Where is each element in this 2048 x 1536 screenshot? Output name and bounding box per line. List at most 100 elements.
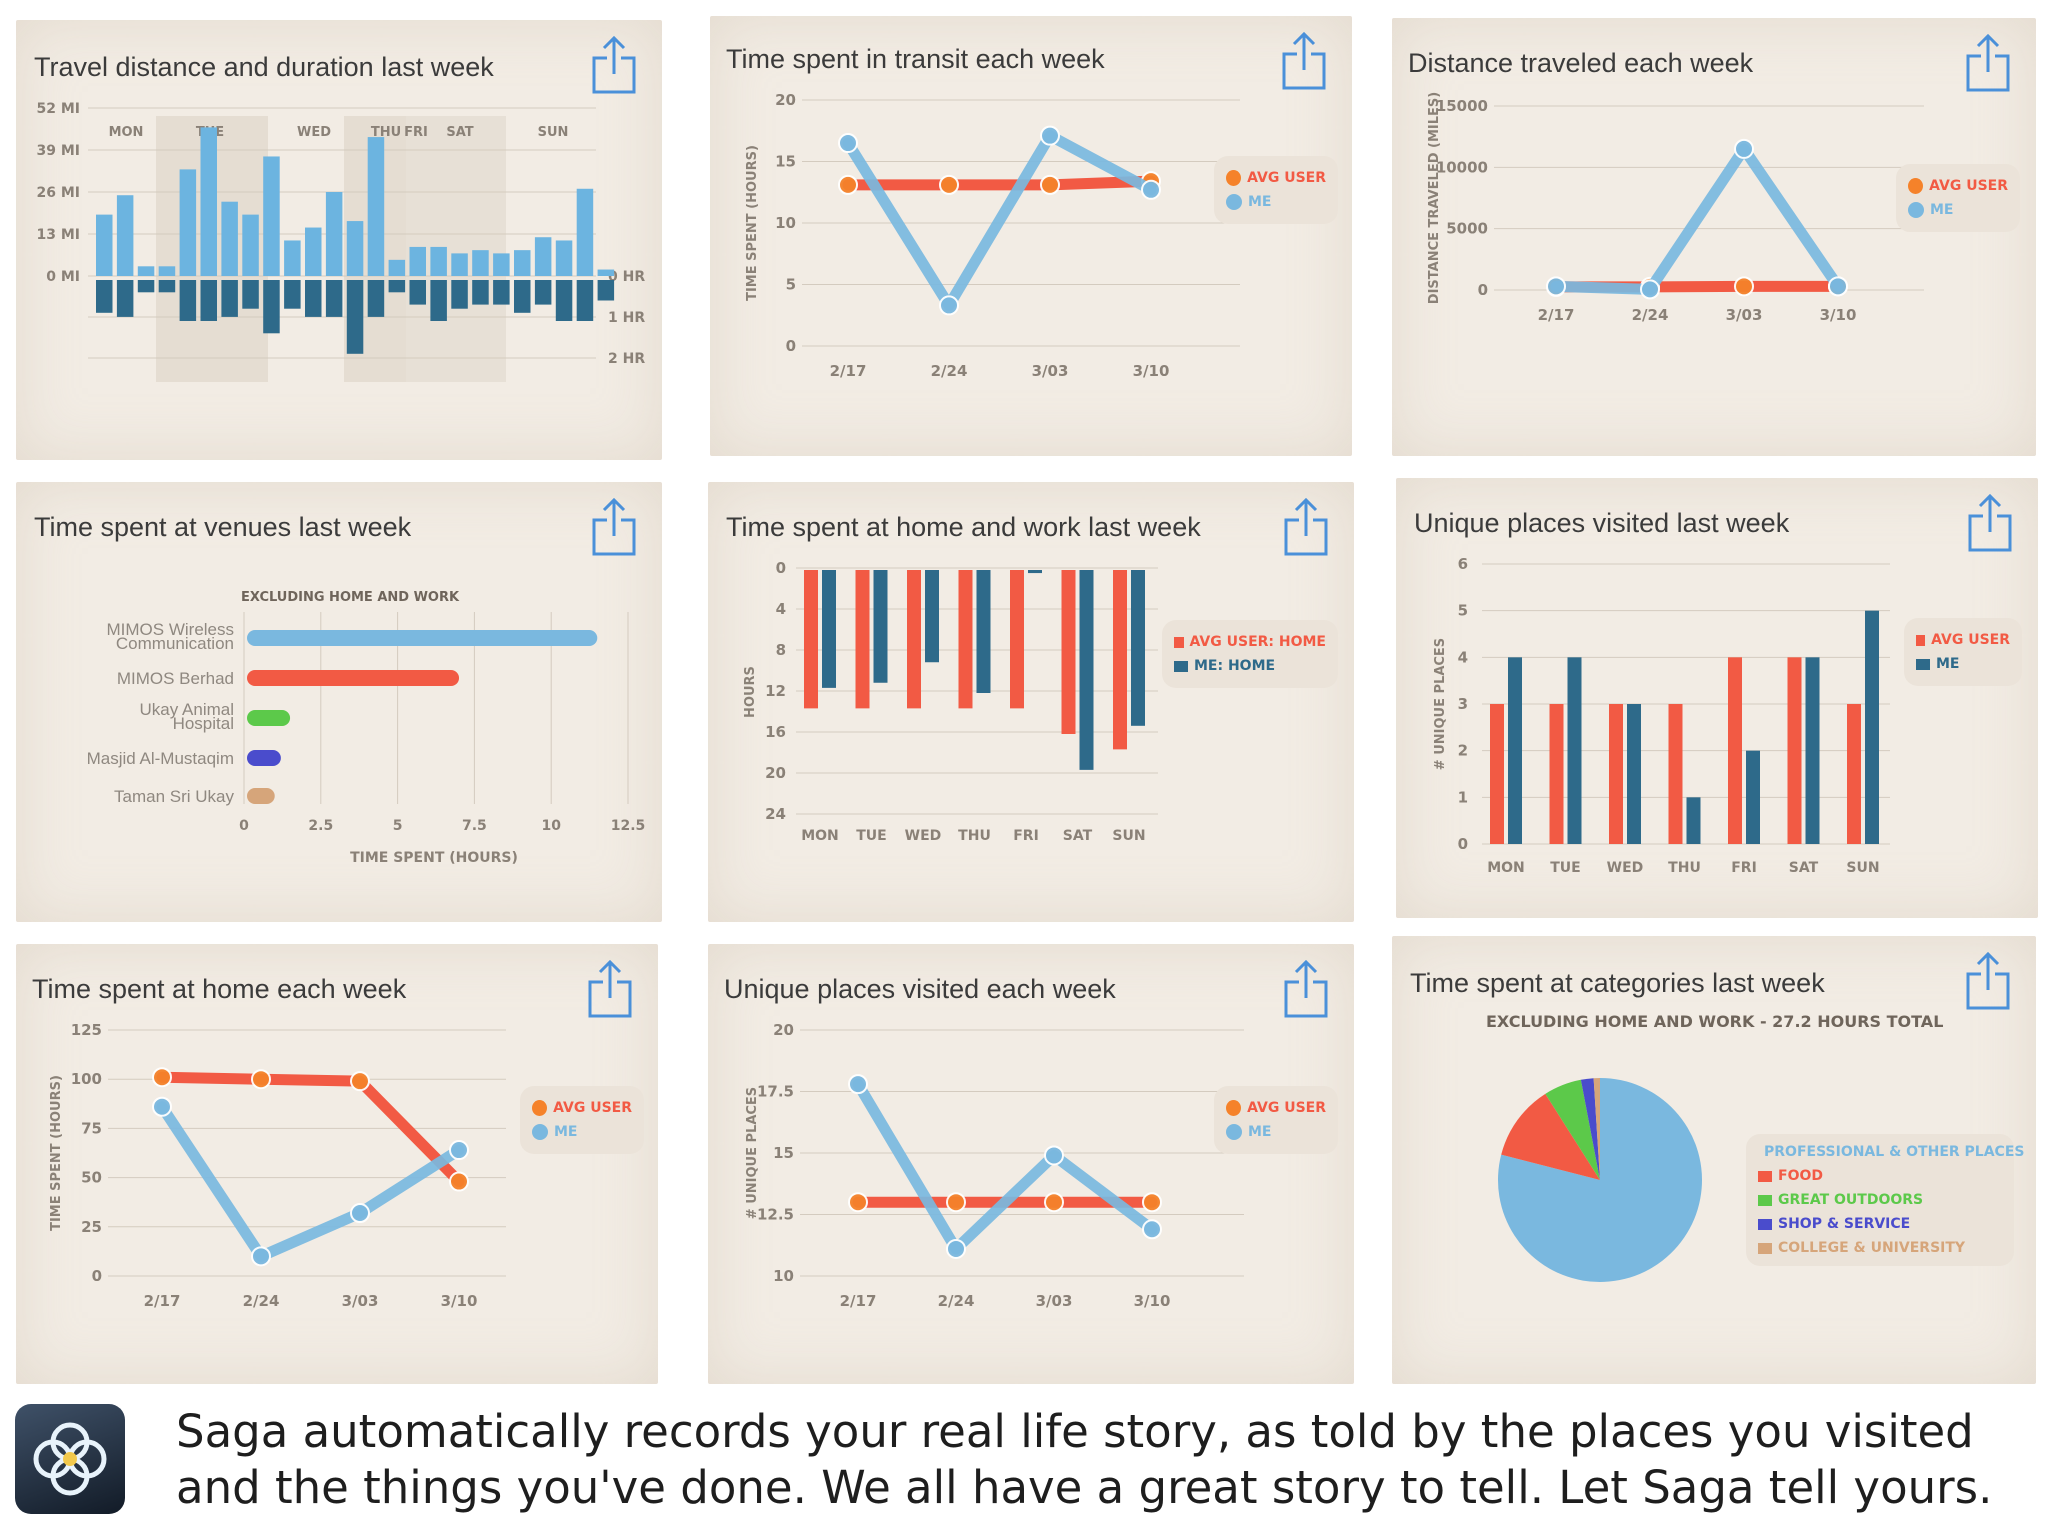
distance-tick-label: 52 MI (37, 101, 81, 117)
me-bar (1805, 657, 1820, 844)
share-button[interactable] (1280, 30, 1328, 92)
duration-bar (284, 280, 301, 309)
duration-bar (179, 280, 197, 321)
legend-me: ME (1226, 1120, 1326, 1144)
y-tick-label: 100 (71, 1070, 102, 1088)
duration-tick-label: 1 HR (608, 310, 645, 326)
share-button[interactable] (586, 958, 634, 1020)
me-swatch (1908, 202, 1924, 218)
me-home-bar (1079, 570, 1094, 770)
legend-me: ME (532, 1120, 632, 1144)
legend-label: AVG USER: HOME (1189, 634, 1326, 650)
distance-bar (367, 137, 385, 276)
distance-bar (514, 250, 531, 276)
y-tick-label: 0 (776, 559, 786, 577)
day-label: FRI (404, 125, 428, 140)
x-tick-label: 7.5 (462, 818, 487, 834)
chart-title: Unique places visited each week (724, 974, 1116, 1004)
y-tick-label: 20 (765, 764, 786, 782)
x-tick-label: SUN (1846, 860, 1879, 876)
me-bar (1567, 657, 1582, 844)
avg-user-point (251, 1069, 271, 1090)
day-label: SAT (446, 125, 473, 140)
distance-bar (409, 246, 426, 276)
chart-card-distance-weekly: Distance traveled each week 15000 10000 50… (1392, 18, 2036, 456)
me-point (1142, 1219, 1162, 1240)
shop-swatch (1758, 1218, 1772, 1230)
legend-label: PROFESSIONAL & OTHER PLACES (1764, 1144, 2025, 1160)
legend-label: COLLEGE & UNIVERSITY (1778, 1240, 1966, 1256)
avg-user-swatch (1916, 634, 1926, 646)
legend-label: FOOD (1778, 1168, 1823, 1184)
share-button[interactable] (590, 496, 638, 558)
venue-bar (247, 750, 281, 766)
avg-user-line (842, 175, 1157, 191)
chart-title: Unique places visited last week (1414, 508, 1790, 538)
avg-user-line (156, 1071, 465, 1188)
y-tick-label: 10000 (1436, 158, 1488, 176)
duration-bar (96, 280, 113, 313)
x-tick-label: 2/17 (1538, 306, 1575, 324)
x-tick-label: 2/24 (938, 1292, 975, 1310)
y-tick-label: 125 (71, 1021, 102, 1039)
chart-plot: 20 15 10 5 0 2/17 2/24 3/03 3/10 TIME SPENT (HOUR… (745, 91, 1240, 380)
x-tick-label: 2/24 (931, 362, 968, 380)
x-tick-label: TUE (1550, 860, 1580, 876)
legend-avg-user: AVG USER (1916, 628, 2010, 652)
legend-label: AVG USER (1929, 178, 2008, 194)
share-icon (1966, 951, 2010, 1010)
y-tick-label: 5000 (1446, 220, 1488, 238)
share-button[interactable] (1282, 958, 1330, 1020)
x-axis-label: TIME SPENT (HOURS) (350, 850, 518, 866)
chart-plot: 125 100 75 50 25 0 2/17 2/24 3/03 3/10 TIME SPENT … (49, 1021, 506, 1310)
y-tick-label: 10 (775, 214, 796, 232)
x-tick-label: SUN (1112, 828, 1145, 844)
y-tick-label: 12.5 (757, 1206, 794, 1224)
share-icon (592, 497, 636, 556)
duration-bar (555, 280, 573, 321)
chart-card-unique-places-daily: Unique places visited last week 6 5 4 3 2 1 0 #… (1396, 478, 2038, 918)
legend-label: GREAT OUTDOORS (1778, 1192, 1924, 1208)
share-button[interactable] (590, 34, 638, 96)
y-tick-label: 3 (1458, 695, 1468, 713)
y-axis-label: TIME SPENT (HOURS) (745, 145, 760, 301)
venue-label: MIMOS Berhad (117, 669, 234, 688)
me-line (852, 1078, 1158, 1255)
duration-bar (200, 280, 217, 321)
y-tick-label: 20 (773, 1021, 794, 1039)
share-button[interactable] (1282, 496, 1330, 558)
venue-bar (247, 710, 291, 726)
me-bar (1627, 704, 1641, 844)
venue-bar (247, 788, 275, 804)
x-tick-label: 2/24 (1632, 306, 1669, 324)
share-icon (1284, 959, 1328, 1018)
avg-user-bar (1490, 704, 1504, 844)
venue-label: Communication (116, 634, 234, 653)
duration-tick-label: 2 HR (608, 351, 645, 367)
share-button[interactable] (1964, 32, 2012, 94)
outdoors-swatch (1758, 1194, 1772, 1206)
x-tick-label: 2/17 (144, 1292, 181, 1310)
y-tick-label: 8 (776, 641, 786, 659)
me-home-bar (925, 570, 939, 663)
legend-avg-user: AVG USER (1908, 174, 2008, 198)
y-tick-label: 15 (773, 1144, 794, 1162)
avg-user-bar (1728, 657, 1742, 844)
chart-card-categories: Time spent at categories last week EXCLU… (1392, 936, 2036, 1384)
chart-card-home-work: Time spent at home and work last week 0 4… (708, 482, 1354, 922)
avg-user-point (939, 174, 959, 195)
chart-title: Time spent at venues last week (34, 512, 412, 542)
avg-user-swatch (1226, 1100, 1242, 1116)
pie-slice (1580, 1078, 1600, 1180)
avg-user-swatch (1226, 170, 1242, 186)
me-point (1640, 279, 1660, 300)
avg-user-home-bar (958, 570, 973, 709)
share-button[interactable] (1964, 950, 2012, 1012)
distance-bar (242, 214, 259, 276)
distance-bar (597, 269, 615, 276)
me-point (350, 1203, 370, 1224)
duration-bar (514, 280, 531, 313)
share-button[interactable] (1966, 492, 2014, 554)
chart-legend: AVG USER ME (520, 1086, 644, 1154)
legend-label: ME (554, 1124, 578, 1140)
